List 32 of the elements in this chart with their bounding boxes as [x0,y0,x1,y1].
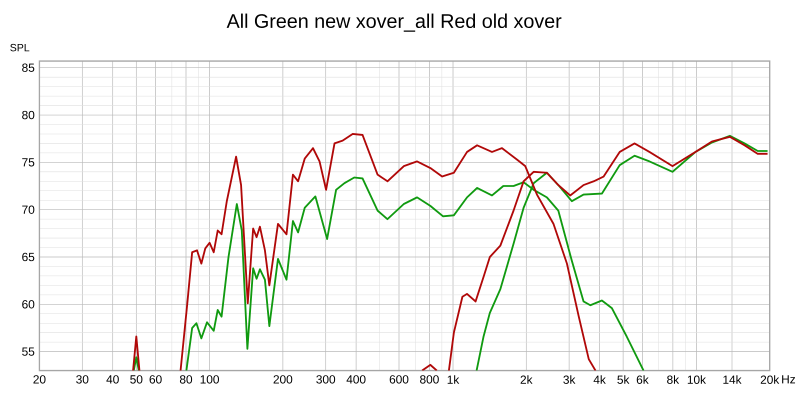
x-tick-label: 4k [594,375,606,384]
x-tick-label: 40 [106,375,119,384]
x-tick-label: 2k [520,375,533,384]
x-tick-label: 300 [316,375,336,384]
x-tick-label: 400 [346,375,366,384]
x-tick-label: 1k [448,375,460,384]
x-tick-label: 14k [723,375,742,384]
x-tick-label: 8k [667,375,680,384]
x-tick-label: 80 [180,375,192,384]
x-tick-label: 5k [617,375,630,384]
x-tick-label: 800 [420,375,439,384]
x-axis-title: Hz [782,375,796,384]
y-tick-label: 65 [22,252,34,262]
x-tick-label: 20 [33,375,46,384]
x-tick-label: 50 [130,375,142,384]
y-tick-label: 70 [22,205,34,214]
y-axis-title: SPL [10,44,30,52]
x-tick-label: 60 [150,375,162,384]
x-tick-label: 20k [760,375,780,384]
y-tick-label: 55 [22,347,34,356]
y-tick-label: 75 [22,158,34,166]
x-tick-label: 100 [200,375,219,384]
y-tick-label: 60 [22,300,34,308]
y-tick-label: 85 [22,63,34,72]
x-tick-label: 10k [688,375,706,384]
x-tick-label: 30 [76,375,88,384]
x-tick-label: 6k [636,375,649,384]
chart-title: All Green new xover_all Red old xover [226,13,562,32]
x-tick-label: 200 [274,375,292,384]
x-tick-label: 600 [390,375,408,384]
x-tick-label: 3k [563,375,576,384]
y-tick-label: 80 [22,110,34,120]
